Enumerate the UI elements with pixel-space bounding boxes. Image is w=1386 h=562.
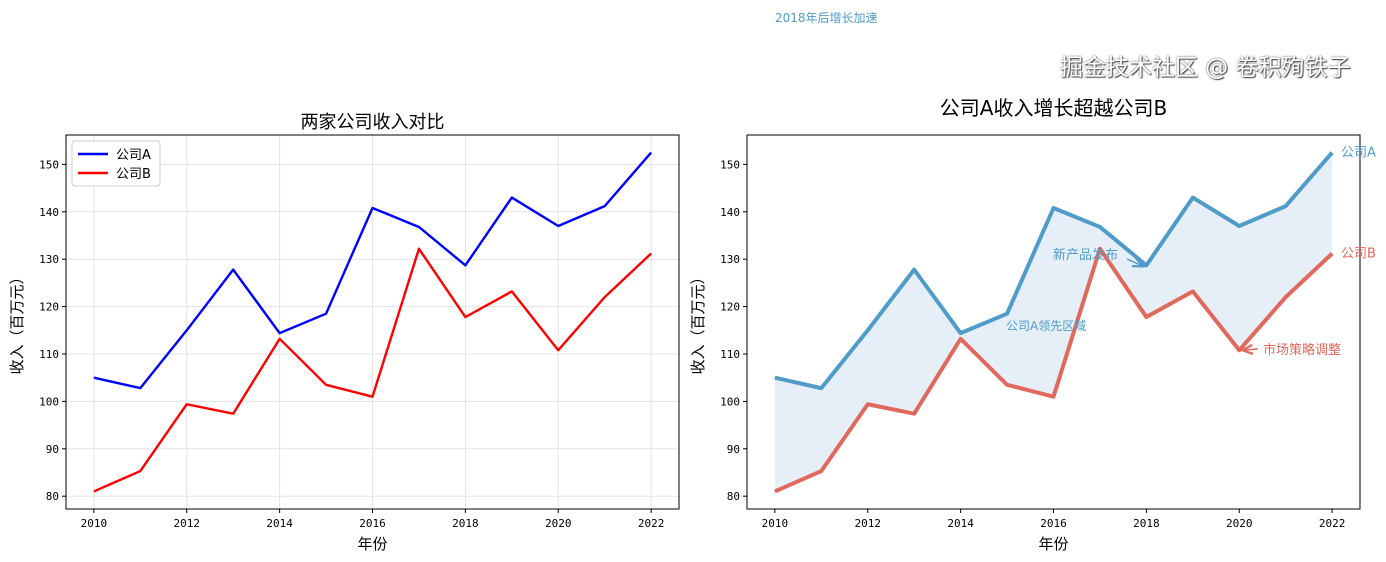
- fill-between-area: [774, 152, 1333, 492]
- x-tick-label: 2018: [452, 517, 479, 530]
- x-tick-label: 2010: [762, 517, 789, 530]
- y-tick-label: 140: [39, 206, 59, 219]
- series-end-label-b: 公司B: [1341, 247, 1376, 262]
- series-line-a: [774, 151, 1334, 391]
- series-line-b: [93, 247, 652, 493]
- y-tick-label: 140: [720, 206, 740, 219]
- watermark: 掘金技术社区 @ 卷积殉铁子: [1060, 55, 1351, 81]
- y-tick-label: 150: [720, 158, 740, 171]
- y-tick-label: 80: [46, 490, 59, 503]
- series-line-a: [93, 151, 653, 390]
- x-axis-label: 年份: [1038, 535, 1068, 553]
- y-tick-label: 110: [39, 348, 59, 361]
- chart-1: 2010 2012 2014 2016 2018 2020 2022 80 90 100 110 12…: [8, 112, 680, 553]
- y-tick-label: 80: [727, 490, 740, 503]
- y-tick-label: 120: [720, 301, 740, 314]
- chart-title: 两家公司收入对比: [301, 112, 445, 133]
- x-tick-label: 2022: [1319, 517, 1346, 530]
- annotation-arrow: [1126, 259, 1143, 266]
- x-tick-label: 2020: [1226, 517, 1253, 530]
- x-tick-label: 2012: [854, 517, 881, 530]
- annotation-lead-area: 公司A领先区域: [1006, 319, 1086, 333]
- x-tick-label: 2014: [947, 517, 974, 530]
- y-axis-label: 收入（百万元）: [8, 269, 26, 374]
- legend-label: 公司B: [116, 167, 151, 182]
- y-tick-label: 120: [39, 301, 59, 314]
- series-line-b: [774, 246, 1334, 494]
- x-tick-label: 2010: [81, 517, 108, 530]
- x-tick-label: 2012: [173, 517, 200, 530]
- x-tick-label: 2020: [545, 517, 572, 530]
- legend-label: 公司A: [116, 148, 151, 163]
- y-tick-label: 90: [727, 443, 740, 456]
- annotation-strategy: 市场策略调整: [1263, 342, 1341, 358]
- x-tick-label: 2016: [359, 517, 386, 530]
- y-axis-label: 收入（百万元）: [689, 269, 707, 374]
- y-tick-label: 100: [39, 395, 59, 408]
- y-tick-label: 110: [720, 348, 740, 361]
- y-tick-label: 130: [39, 253, 59, 266]
- x-tick-label: 2018: [1133, 517, 1160, 530]
- annotation-arrow: [1242, 349, 1259, 350]
- chart-title: 公司A收入增长超越公司B: [940, 96, 1167, 120]
- y-tick-label: 100: [720, 395, 740, 408]
- x-axis-label: 年份: [357, 535, 387, 553]
- annotation-acceleration: 2018年后增长加速: [775, 11, 878, 25]
- series-end-label-a: 公司A: [1341, 146, 1376, 161]
- y-tick-label: 130: [720, 253, 740, 266]
- x-tick-label: 2014: [266, 517, 293, 530]
- x-tick-label: 2022: [638, 517, 665, 530]
- y-tick-label: 150: [39, 158, 59, 171]
- y-tick-label: 90: [46, 443, 59, 456]
- annotation-new-product: 新产品发布: [1053, 247, 1118, 263]
- chart-2: 2010 2012 2014 2016 2018 2020 2022 80 90 100 110 12…: [689, 11, 1376, 553]
- x-tick-label: 2016: [1040, 517, 1067, 530]
- legend: [71, 140, 161, 187]
